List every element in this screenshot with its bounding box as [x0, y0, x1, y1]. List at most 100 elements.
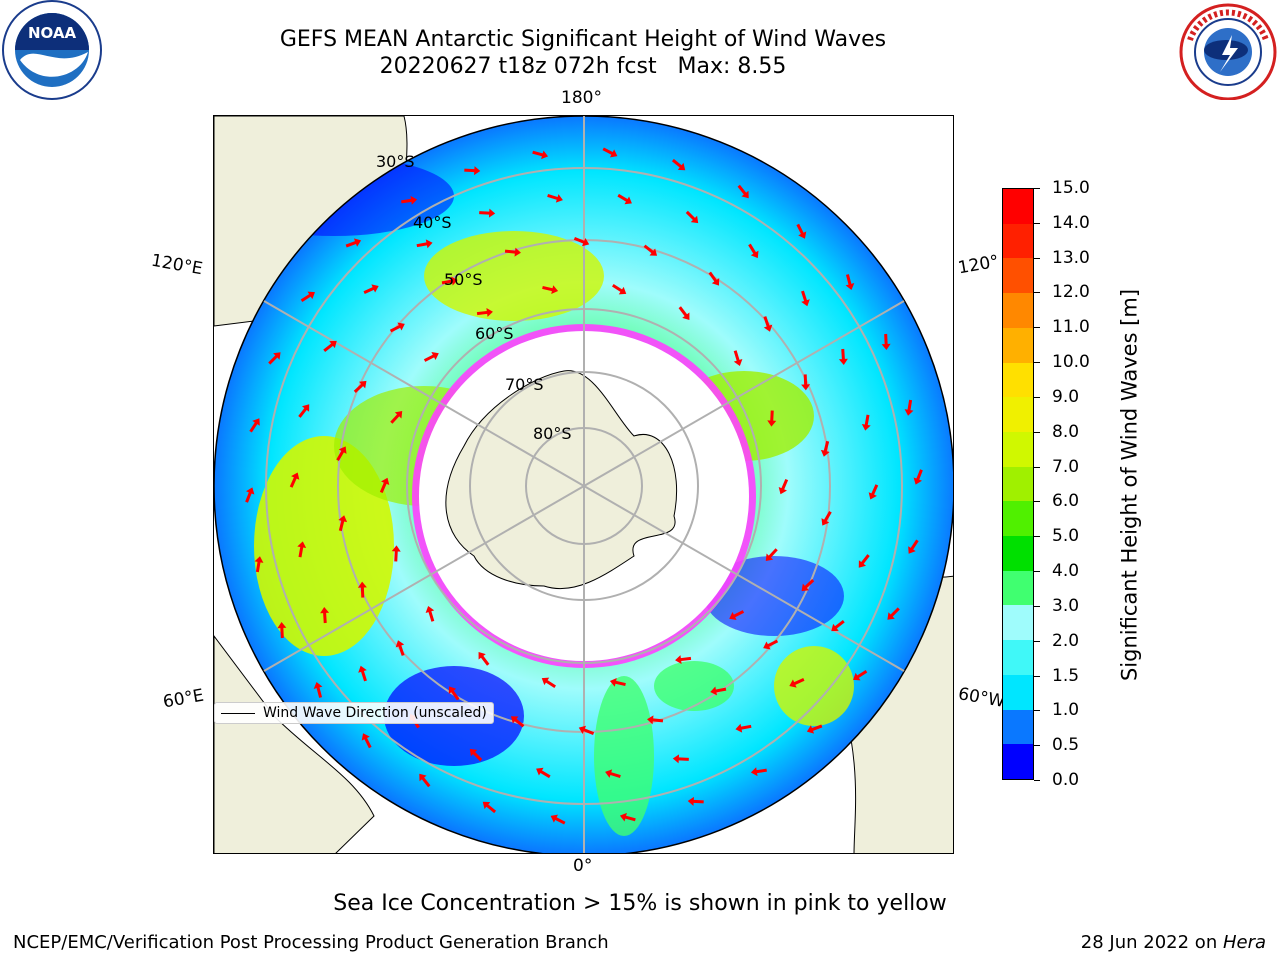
- colorbar-tick-label: 5.0: [1052, 526, 1080, 547]
- wind-wave-arrow: [801, 290, 810, 307]
- footer-machine: Hera: [1222, 932, 1266, 953]
- colorbar-tick-label: 1.0: [1052, 700, 1080, 721]
- wind-wave-arrow: [737, 184, 749, 199]
- map-legend: Wind Wave Direction (unscaled): [214, 702, 494, 724]
- graticule: [214, 116, 953, 853]
- wind-wave-arrow: [913, 469, 923, 485]
- colorbar-segment: [1003, 189, 1033, 224]
- wind-wave-arrow: [853, 669, 868, 681]
- colorbar-tick: [1034, 675, 1040, 677]
- wind-wave-arrow: [536, 767, 551, 779]
- wind-wave-arrow: [685, 210, 699, 224]
- wind-wave-arrow: [838, 348, 848, 365]
- wind-wave-arrow: [868, 484, 879, 500]
- wind-wave-arrow: [401, 195, 418, 205]
- colorbar-tick: [1034, 571, 1040, 573]
- wind-wave-arrow: [363, 284, 379, 294]
- wind-wave-arrow: [504, 247, 521, 257]
- wind-wave-arrow: [605, 769, 621, 778]
- colorbar-tick-label: 2.0: [1052, 630, 1080, 651]
- colorbar-tick: [1034, 780, 1040, 781]
- wind-wave-arrow: [881, 333, 891, 350]
- wind-wave-arrow: [573, 236, 590, 247]
- colorbar-segment: [1003, 327, 1033, 363]
- wind-wave-arrow: [550, 814, 566, 825]
- footer-credit: NCEP/EMC/Verification Post Processing Pr…: [13, 932, 609, 953]
- noaa-logo-text: NOAA: [28, 24, 77, 42]
- wind-wave-arrow: [254, 556, 264, 573]
- wind-wave-arrow: [390, 411, 403, 424]
- colorbar-label: Significant Height of Wind Waves [m]: [1117, 288, 1142, 682]
- wind-wave-arrow: [478, 652, 490, 666]
- wind-wave-arrow: [391, 545, 401, 562]
- nws-logo: [1179, 3, 1277, 100]
- lon-label-180: 180°: [561, 88, 602, 108]
- footer-date: 28 Jun 2022 on Hera: [1081, 932, 1266, 953]
- colorbar-tick-label: 4.0: [1052, 561, 1080, 582]
- wind-wave-arrow: [765, 548, 778, 561]
- wind-wave-arrow: [482, 801, 497, 814]
- wind-wave-arrow: [389, 322, 405, 333]
- colorbar-tick-label: 0.0: [1052, 770, 1080, 790]
- wind-wave-arrow: [602, 147, 618, 158]
- wind-wave-arrow: [908, 539, 919, 554]
- wind-wave-arrow: [297, 541, 307, 558]
- colorbar-tick: [1034, 362, 1040, 364]
- colorbar-segment: [1003, 501, 1033, 537]
- colorbar-segment: [1003, 605, 1033, 641]
- wind-wave-arrow: [647, 715, 664, 725]
- colorbar-tick: [1034, 257, 1040, 259]
- wind-wave-arrow: [448, 686, 460, 701]
- colorbar-segment: [1003, 640, 1033, 675]
- wind-wave-arrow: [320, 607, 330, 624]
- wind-wave-arrow: [419, 773, 431, 788]
- colorbar-segment: [1003, 709, 1033, 745]
- wind-wave-arrow: [710, 686, 727, 696]
- wind-wave-arrow: [357, 581, 367, 598]
- wind-wave-arrow: [820, 440, 830, 457]
- colorbar-tick: [1034, 327, 1040, 329]
- wind-wave-arrow: [735, 723, 752, 733]
- wind-wave-arrow: [245, 487, 255, 503]
- wind-wave-arrow: [464, 166, 481, 176]
- wind-wave-arrow: [425, 605, 435, 622]
- wind-wave-arrows: [245, 147, 923, 825]
- wind-wave-arrow: [708, 271, 720, 286]
- wind-wave-arrow: [831, 619, 845, 632]
- wind-wave-arrow: [778, 478, 789, 495]
- lat-label-40s: 40°S: [413, 213, 452, 232]
- wind-wave-arrow: [672, 754, 689, 764]
- wind-wave-arrow: [510, 716, 525, 728]
- lon-label-60w: 60°W: [956, 684, 1007, 712]
- wind-wave-arrow: [796, 223, 807, 239]
- chart-title: GEFS MEAN Antarctic Significant Height o…: [279, 27, 887, 52]
- colorbar-segment: [1003, 362, 1033, 398]
- wind-wave-arrow: [643, 244, 658, 256]
- wind-wave-arrow: [609, 677, 626, 687]
- colorbar-tick: [1034, 396, 1040, 398]
- wind-wave-arrow: [476, 307, 493, 317]
- wind-wave-arrow: [806, 724, 823, 734]
- wind-wave-arrow: [547, 194, 563, 203]
- colorbar-tick: [1034, 536, 1040, 538]
- colorbar-tick: [1034, 710, 1040, 712]
- wind-wave-arrow: [904, 399, 914, 416]
- wind-wave-arrow: [361, 733, 372, 749]
- colorbar-segment: [1003, 536, 1033, 571]
- colorbar-segment: [1003, 293, 1033, 328]
- wind-wave-arrow: [345, 238, 362, 248]
- lat-label-70s: 70°S: [505, 375, 544, 394]
- colorbar-segment: [1003, 258, 1033, 294]
- wind-wave-arrow: [733, 350, 743, 367]
- chart-subtitle: 20220627 t18z 072h fcst Max: 8.55: [379, 54, 787, 79]
- wind-wave-arrow: [729, 610, 745, 620]
- wind-wave-arrow: [338, 515, 348, 532]
- colorbar-tick: [1034, 640, 1040, 642]
- colorbar-tick: [1034, 222, 1040, 224]
- colorbar-tick-label: 6.0: [1052, 491, 1080, 512]
- lon-label-120e: 120°E: [149, 250, 205, 280]
- legend-label: Wind Wave Direction (unscaled): [263, 705, 487, 721]
- wind-wave-arrow: [861, 414, 871, 431]
- wind-wave-arrow: [617, 193, 632, 205]
- colorbar-tick-label: 11.0: [1052, 317, 1090, 338]
